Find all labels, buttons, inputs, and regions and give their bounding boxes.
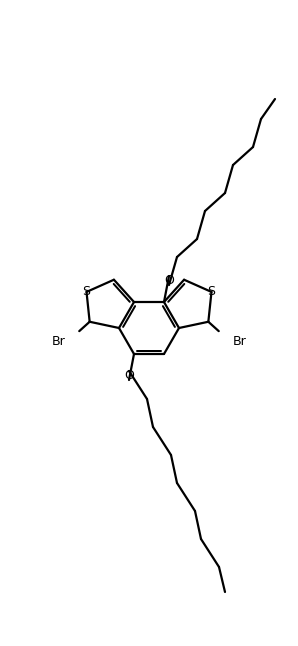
Text: S: S [207, 286, 215, 298]
Text: O: O [164, 273, 174, 287]
Text: S: S [83, 286, 91, 298]
Text: Br: Br [52, 335, 65, 348]
Text: O: O [124, 370, 134, 382]
Text: Br: Br [233, 335, 246, 348]
